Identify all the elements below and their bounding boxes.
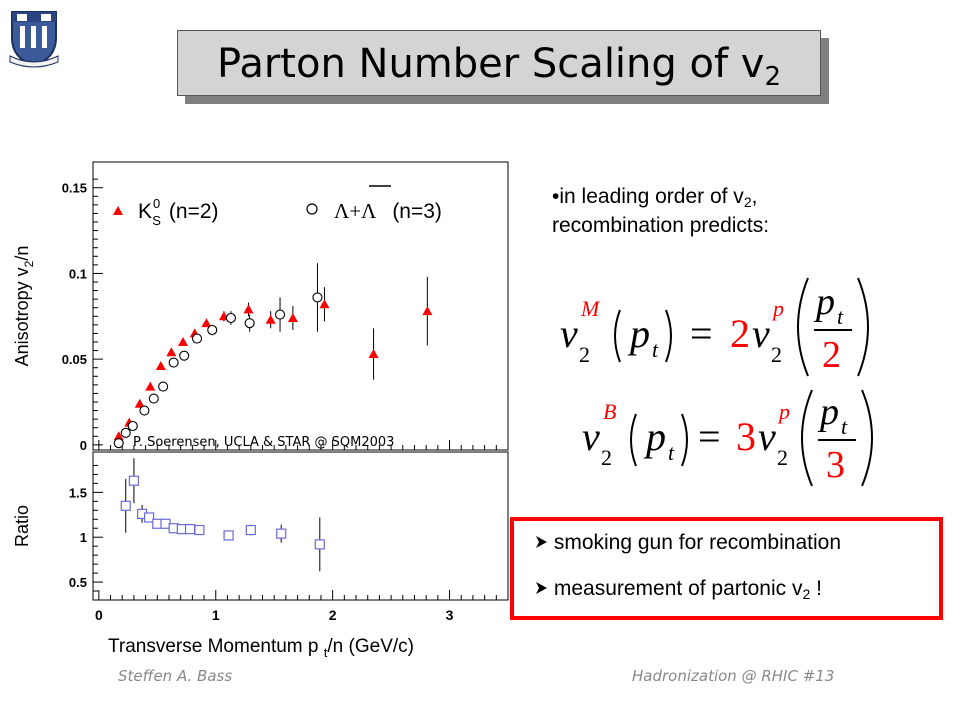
arrow-bullet-icon <box>536 582 547 594</box>
y-axis-label-top: Anisotropy v2/n <box>12 246 36 367</box>
x-tick-label: 3 <box>446 607 454 623</box>
kshort-data-point <box>113 431 124 441</box>
lambda-data-point <box>168 357 179 368</box>
svg-text:2: 2 <box>771 342 782 367</box>
formula-2-superscript: B <box>603 399 616 424</box>
slide-title: Parton Number Scaling of v2 <box>217 41 781 92</box>
ratio-data-point <box>144 512 155 523</box>
svg-text:t: t <box>668 440 675 465</box>
y-tick-label: 0.15 <box>62 181 87 196</box>
lambda-data-point <box>225 312 236 324</box>
ratio-panel-frame <box>92 451 509 601</box>
svg-text:p: p <box>777 399 790 424</box>
bullet-text: •in leading order of v2, recombination p… <box>552 182 932 240</box>
kshort-data-point <box>243 304 254 314</box>
v2-scaling-plot: 0 1 2 3 0 0.05 0.1 0.15 0.5 1 1.5 Anisotropy v2/n Ra… <box>12 161 509 660</box>
ratio-data-point <box>128 475 140 486</box>
formula-1-denominator: 2 <box>822 334 841 376</box>
ratio-data-point <box>223 530 234 541</box>
kshort-data-point <box>319 299 330 309</box>
kshort-data-point <box>145 381 156 391</box>
formula-1-factor: 2 <box>730 311 750 356</box>
lambda-data-point <box>139 405 150 416</box>
y-axis-label-ratio: Ratio <box>12 505 32 547</box>
svg-text:p: p <box>817 391 839 433</box>
kshort-data-point <box>368 349 379 358</box>
svg-text:=: = <box>698 414 721 459</box>
svg-text:2: 2 <box>777 445 788 470</box>
kshort-data-point <box>422 306 433 316</box>
kshort-data-point <box>178 337 189 346</box>
y-tick-label: 1 <box>80 530 87 545</box>
svg-text:=: = <box>690 311 713 356</box>
svg-text:t: t <box>652 337 659 362</box>
conclusion-item-1: smoking gun for recombination <box>534 531 841 555</box>
lambda-data-point <box>127 420 138 432</box>
footer-author: Steffen A. Bass <box>118 667 233 685</box>
kshort-data-point <box>166 347 177 357</box>
formula-1-superscript: M <box>580 296 601 321</box>
svg-text:v: v <box>560 311 578 356</box>
kshort-data-point <box>265 314 276 324</box>
lambda-data-point <box>191 333 203 344</box>
bullet-line-2: recombination predicts: <box>552 214 770 237</box>
svg-text:v: v <box>582 414 600 459</box>
svg-text:v: v <box>758 414 776 459</box>
svg-text:p: p <box>627 311 650 356</box>
x-tick-label: 1 <box>212 607 220 623</box>
svg-text:v: v <box>752 311 770 356</box>
ratio-data-point <box>276 528 287 539</box>
kshort-data-point <box>134 398 145 408</box>
x-axis-label: Transverse Momentum p t/n (GeV/c) <box>108 636 414 660</box>
lambda-data-point <box>179 350 190 361</box>
footer-slide-info: Hadronization @ RHIC #13 <box>632 667 835 685</box>
lambda-data-point <box>312 292 323 303</box>
svg-text:t: t <box>841 414 848 439</box>
title-box: Parton Number Scaling of v2 <box>177 30 821 96</box>
y-tick-label: 0.05 <box>62 352 87 367</box>
svg-text:t: t <box>837 304 844 329</box>
svg-text:p: p <box>813 281 835 323</box>
ratio-data-point <box>245 524 256 536</box>
ratio-data-point <box>184 524 196 535</box>
svg-text:2: 2 <box>601 445 612 470</box>
legend-triangle-marker <box>113 206 123 215</box>
baryon-scaling-formula: v 2 B p t = 3 v 2 p p t 3 <box>582 389 873 487</box>
lambda-data-point <box>244 318 255 329</box>
lambda-data-point <box>274 309 286 320</box>
conclusion-box: smoking gun for recombination measuremen… <box>510 517 943 620</box>
svg-text:2: 2 <box>579 342 590 367</box>
formula-2-denominator: 3 <box>826 444 845 486</box>
kshort-data-point <box>155 361 166 370</box>
arrow-bullet-icon <box>536 536 547 548</box>
lambda-data-point <box>158 381 169 392</box>
ratio-data-point <box>314 539 325 550</box>
legend-circle-marker <box>306 203 318 215</box>
kshort-data-point <box>287 313 298 322</box>
university-crest-logo <box>9 11 59 68</box>
conclusion-item-2: measurement of partonic v2 ! <box>534 577 822 601</box>
legend-lambda-label: Λ+Λ (n=3) <box>334 199 442 223</box>
lambda-data-point <box>120 427 131 438</box>
y-tick-label: 1.5 <box>69 485 87 500</box>
y-tick-label: 0 <box>80 438 87 453</box>
legend-kshort-label: K0 S (n=2) <box>138 196 219 228</box>
svg-text:p: p <box>771 296 784 321</box>
x-tick-label: 0 <box>95 607 103 623</box>
top-panel-frame <box>92 161 509 451</box>
x-tick-label: 2 <box>329 607 337 623</box>
y-tick-label: 0.1 <box>69 266 87 281</box>
bullet-line-1: •in leading order of v2, <box>552 185 758 210</box>
meson-scaling-formula: v 2 M p t = 2 v 2 p p t 2 <box>560 277 869 377</box>
ratio-data-point <box>194 524 205 536</box>
lambda-data-point <box>207 324 218 336</box>
y-tick-label: 0.5 <box>69 575 87 590</box>
ratio-data-point <box>120 500 131 511</box>
figure-credit: P. Soerensen, UCLA & STAR @ SQM2003 <box>133 435 394 450</box>
kshort-data-point <box>201 318 212 328</box>
lambda-data-point <box>148 393 159 404</box>
lambda-data-point <box>113 438 124 449</box>
formula-2-factor: 3 <box>736 414 756 459</box>
svg-text:p: p <box>643 414 666 459</box>
